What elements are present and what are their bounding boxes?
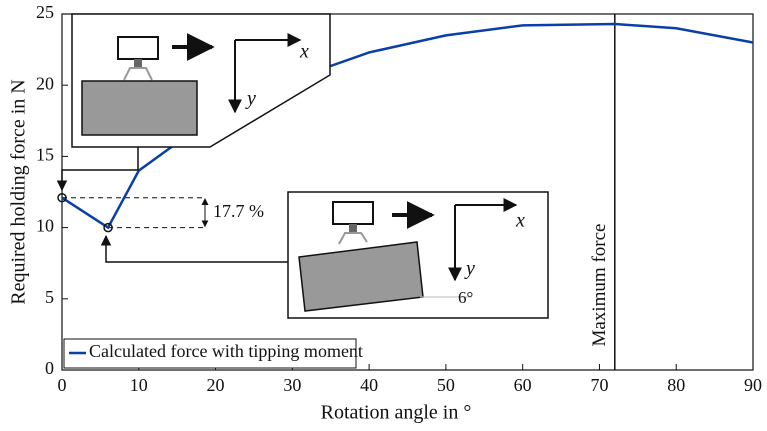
x-tick-label: 30 [283,375,301,395]
plot-area: 0 10 20 30 40 50 60 70 80 90 0 5 10 15 20 25 Maximum for… [36,2,762,395]
legend-label: Calculated force with tipping moment [89,341,363,361]
inset-y-label: y [464,258,475,280]
plot-frame [61,13,754,371]
y-axis-label: Required holding force in N [8,79,30,305]
x-axis-label: Rotation angle in ° [321,402,472,424]
point-marker [103,222,113,233]
x-tick-label: 10 [130,375,148,395]
x-tick-label: 90 [744,375,762,395]
inset-upright: x y [56,13,331,192]
drop-label: 17.7 % [213,201,264,221]
x-tick-label: 0 [58,375,67,395]
x-tick-label: 50 [437,375,455,395]
y-tick-label: 10 [36,216,54,236]
x-tick-label: 70 [590,375,608,395]
inset-y-label: y [245,88,256,110]
legend: Calculated force with tipping moment [63,338,363,369]
point-marker [57,192,67,203]
inset-x-label: x [515,210,525,232]
tilt-angle-label: 6° [458,288,473,307]
inset-tilted: x y 6° [100,191,549,319]
inset-x-label: x [299,41,309,63]
y-tick-label: 5 [45,287,54,307]
x-tick-label: 20 [207,375,225,395]
y-tick-label: 20 [36,73,54,93]
x-tick-label: 40 [360,375,378,395]
y-tick-label: 0 [45,358,54,378]
y-tick-label: 25 [36,2,54,22]
y-tick-label: 15 [36,145,54,165]
x-tick-label: 80 [667,375,685,395]
max-force-label: Maximum force [589,224,610,347]
x-tick-label: 60 [514,375,532,395]
series-line [61,22,754,230]
